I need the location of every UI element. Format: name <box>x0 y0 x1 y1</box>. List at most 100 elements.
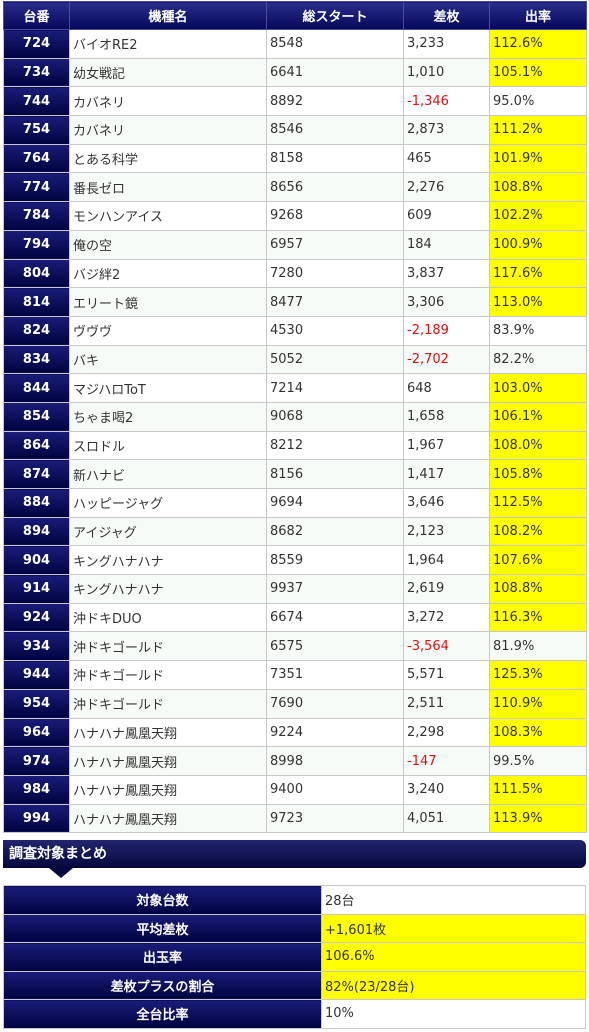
table-row: 994 ハナハナ鳳凰天翔 9723 4,051 113.9% <box>3 803 587 834</box>
payout-rate-cell: 99.5% <box>489 746 587 776</box>
model-name-cell: エリート鏡 <box>69 287 267 317</box>
unit-number-cell: 854 <box>3 401 70 432</box>
model-name-cell: アイジャグ <box>69 516 267 547</box>
summary-row: 全台比率 10% <box>3 999 586 1029</box>
payout-rate-cell: 112.5% <box>489 488 587 518</box>
table-row: 964 ハナハナ鳳凰天翔 9224 2,298 108.3% <box>3 717 587 748</box>
diff-coins-cell: 1,010 <box>403 57 490 88</box>
diff-coins-cell: 648 <box>403 373 490 403</box>
total-start-cell: 8212 <box>266 430 404 461</box>
summary-title-bar: 調査対象まとめ <box>3 840 586 878</box>
unit-number-cell: 764 <box>3 143 70 174</box>
diff-coins-cell: 1,964 <box>403 545 490 576</box>
table-row: 744 カバネリ 8892 -1,346 95.0% <box>3 86 587 117</box>
diff-coins-cell: 2,619 <box>403 574 490 604</box>
total-start-cell: 9694 <box>266 488 404 518</box>
total-start-cell: 7690 <box>266 688 404 719</box>
payout-rate-cell: 106.1% <box>489 401 587 432</box>
payout-rate-cell: 105.1% <box>489 57 587 88</box>
table-row: 984 ハナハナ鳳凰天翔 9400 3,240 111.5% <box>3 774 587 805</box>
unit-number-cell: 914 <box>3 574 70 604</box>
table-row: 854 ちゃま喝2 9068 1,658 106.1% <box>3 401 587 432</box>
diff-coins-cell: 3,646 <box>403 488 490 518</box>
model-name-cell: バジ絆2 <box>69 258 267 289</box>
payout-rate-cell: 81.9% <box>489 631 587 662</box>
table-row: 824 ヴヴヴ 4530 -2,189 83.9% <box>3 315 587 346</box>
payout-rate-cell: 117.6% <box>489 258 587 289</box>
diff-coins-cell: 2,276 <box>403 172 490 203</box>
diff-coins-cell: -2,189 <box>403 315 490 346</box>
model-name-cell: モンハンアイス <box>69 201 267 231</box>
diff-coins-cell: 2,511 <box>403 688 490 719</box>
model-name-cell: 幼女戦記 <box>69 57 267 88</box>
unit-number-cell: 824 <box>3 315 70 346</box>
table-row: 774 番長ゼロ 8656 2,276 108.8% <box>3 172 587 203</box>
summary-row: 対象台数 28台 <box>3 885 586 915</box>
table-row: 894 アイジャグ 8682 2,123 108.2% <box>3 516 587 547</box>
col-header-rate: 出率 <box>489 1 587 30</box>
payout-rate-cell: 108.8% <box>489 574 587 604</box>
diff-coins-cell: 3,233 <box>403 29 490 59</box>
unit-number-cell: 754 <box>3 115 70 145</box>
payout-rate-cell: 101.9% <box>489 143 587 174</box>
diff-coins-cell: 3,837 <box>403 258 490 289</box>
col-header-start: 総スタート <box>266 1 404 30</box>
unit-number-cell: 874 <box>3 459 70 489</box>
model-name-cell: ハナハナ鳳凰天翔 <box>69 746 267 776</box>
unit-number-cell: 774 <box>3 172 70 203</box>
total-start-cell: 8559 <box>266 545 404 576</box>
results-table: 台番 機種名 総スタート 差枚 出率 724 バイオRE2 8548 3,233 112… <box>3 1 587 834</box>
total-start-cell: 9723 <box>266 803 404 834</box>
total-start-cell: 9224 <box>266 717 404 748</box>
diff-coins-cell: 609 <box>403 201 490 231</box>
model-name-cell: 番長ゼロ <box>69 172 267 203</box>
total-start-cell: 9268 <box>266 201 404 231</box>
total-start-cell: 8156 <box>266 459 404 489</box>
model-name-cell: バキ <box>69 344 267 375</box>
table-row: 814 エリート鏡 8477 3,306 113.0% <box>3 287 587 317</box>
table-row: 914 キングハナハナ 9937 2,619 108.8% <box>3 574 587 604</box>
payout-rate-cell: 105.8% <box>489 459 587 489</box>
diff-coins-cell: 1,417 <box>403 459 490 489</box>
unit-number-cell: 984 <box>3 774 70 805</box>
model-name-cell: ヴヴヴ <box>69 315 267 346</box>
total-start-cell: 8546 <box>266 115 404 145</box>
unit-number-cell: 834 <box>3 344 70 375</box>
total-start-cell: 8682 <box>266 516 404 547</box>
col-header-model: 機種名 <box>69 1 267 30</box>
unit-number-cell: 734 <box>3 57 70 88</box>
model-name-cell: カバネリ <box>69 86 267 117</box>
unit-number-cell: 784 <box>3 201 70 231</box>
total-start-cell: 9937 <box>266 574 404 604</box>
diff-coins-cell: 4,051 <box>403 803 490 834</box>
summary-title-notch <box>49 868 73 878</box>
total-start-cell: 5052 <box>266 344 404 375</box>
total-start-cell: 6957 <box>266 229 404 260</box>
diff-coins-cell: 5,571 <box>403 660 490 690</box>
table-row: 734 幼女戦記 6641 1,010 105.1% <box>3 57 587 88</box>
model-name-cell: 沖ドキDUO <box>69 602 267 633</box>
unit-number-cell: 954 <box>3 688 70 719</box>
diff-coins-cell: -3,564 <box>403 631 490 662</box>
diff-coins-cell: -2,702 <box>403 344 490 375</box>
total-start-cell: 9068 <box>266 401 404 432</box>
unit-number-cell: 894 <box>3 516 70 547</box>
unit-number-cell: 814 <box>3 287 70 317</box>
summary-value: 10% <box>321 999 586 1029</box>
unit-number-cell: 964 <box>3 717 70 748</box>
total-start-cell: 8158 <box>266 143 404 174</box>
unit-number-cell: 994 <box>3 803 70 834</box>
payout-rate-cell: 108.3% <box>489 717 587 748</box>
total-start-cell: 6641 <box>266 57 404 88</box>
unit-number-cell: 724 <box>3 29 70 59</box>
model-name-cell: バイオRE2 <box>69 29 267 59</box>
payout-rate-cell: 107.6% <box>489 545 587 576</box>
model-name-cell: 沖ドキゴールド <box>69 688 267 719</box>
table-row: 784 モンハンアイス 9268 609 102.2% <box>3 201 587 231</box>
summary-label: 全台比率 <box>3 999 322 1029</box>
table-row: 874 新ハナビ 8156 1,417 105.8% <box>3 459 587 489</box>
diff-coins-cell: 3,306 <box>403 287 490 317</box>
model-name-cell: とある科学 <box>69 143 267 174</box>
summary-row: 平均差枚 +1,601枚 <box>3 913 586 943</box>
unit-number-cell: 844 <box>3 373 70 403</box>
